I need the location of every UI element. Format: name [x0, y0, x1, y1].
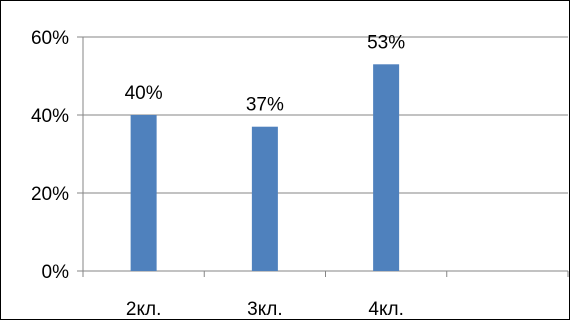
axes	[77, 36, 569, 277]
data-label: 40%	[125, 83, 163, 104]
bars	[130, 64, 400, 271]
x-category-label: 2кл.	[126, 299, 161, 319]
y-tick-label: 0%	[42, 262, 70, 283]
data-label: 37%	[246, 95, 284, 116]
bar	[130, 115, 157, 271]
x-category-label: 3кл.	[247, 299, 282, 319]
bar	[251, 126, 278, 271]
y-tick-label: 20%	[31, 184, 69, 205]
data-label: 53%	[367, 32, 405, 53]
gridlines	[83, 36, 568, 194]
labels: 0% 20% 40% 60% 40% 2кл. 37% 3кл. 53% 4кл.	[31, 28, 405, 319]
x-category-label: 4кл.	[368, 299, 403, 319]
y-tick-label: 60%	[31, 28, 69, 49]
y-tick-label: 40%	[31, 106, 69, 127]
bar	[373, 64, 400, 271]
